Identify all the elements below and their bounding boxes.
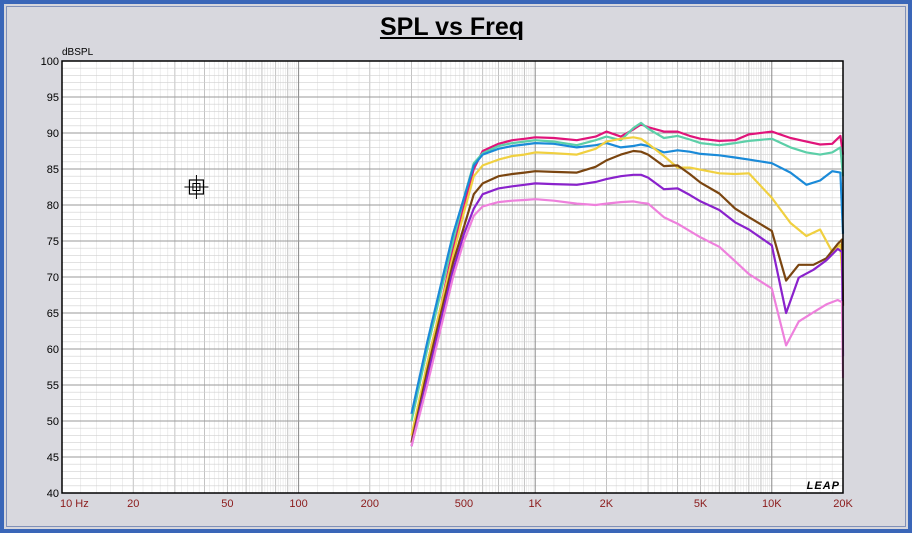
x-tick-labels: 10 Hz 20 50 100 200 500 1K 2K 5K 10K 20K	[60, 498, 853, 510]
x-tick-label: 2K	[600, 498, 614, 510]
leap-watermark: LEAP	[807, 480, 840, 492]
x-tick-label: 5K	[694, 498, 708, 510]
x-tick-label: 10 Hz	[60, 498, 89, 510]
y-tick-label: 55	[47, 380, 59, 392]
y-tick-label: 100	[41, 56, 59, 68]
y-tick-label: 95	[47, 92, 59, 104]
y-tick-label: 80	[47, 200, 59, 212]
series-line-5	[410, 149, 845, 443]
x-tick-label: 50	[221, 498, 233, 510]
series-line-2	[410, 121, 845, 422]
series-layer	[410, 121, 845, 447]
series-line-4	[410, 136, 845, 436]
y-tick-label: 70	[47, 272, 59, 284]
series-line-7	[410, 198, 845, 447]
y-tick-label: 40	[47, 488, 59, 500]
x-tick-label: 100	[289, 498, 307, 510]
y-tick-labels: 40 45 50 55 60 65 70 75 80 85 90 95 100	[41, 56, 59, 500]
cursor-marker[interactable]	[184, 175, 209, 199]
y-tick-label: 50	[47, 416, 59, 428]
y-tick-label: 45	[47, 452, 59, 464]
y-tick-label: 85	[47, 164, 59, 176]
series-line-6	[410, 173, 845, 447]
x-tick-label: 20	[127, 498, 139, 510]
x-tick-label: 500	[455, 498, 473, 510]
x-tick-label: 10K	[762, 498, 782, 510]
y-tick-label: 75	[47, 236, 59, 248]
plot-border	[61, 60, 844, 494]
x-tick-label: 200	[361, 498, 379, 510]
y-tick-label: 65	[47, 308, 59, 320]
y-tick-label: 90	[47, 128, 59, 140]
chart-title: SPL vs Freq	[379, 13, 525, 41]
y-axis-label: dBSPL	[62, 47, 94, 58]
x-tick-label: 20K	[833, 498, 853, 510]
x-tick-label: 1K	[528, 498, 542, 510]
y-tick-label: 60	[47, 344, 59, 356]
series-line-3	[410, 142, 845, 415]
